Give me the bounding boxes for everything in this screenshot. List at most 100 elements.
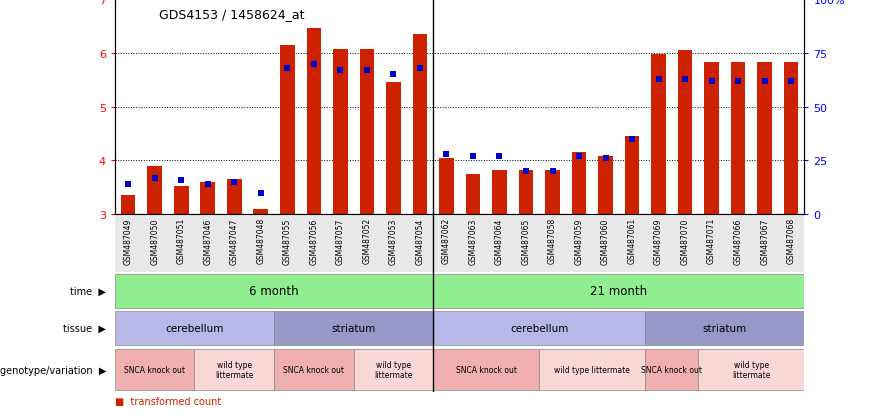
Text: 6 month: 6 month [249, 285, 299, 298]
Text: GSM487049: GSM487049 [124, 218, 133, 264]
Bar [360, 50, 374, 215]
Bar [598, 157, 613, 215]
Text: tissue  ▶: tissue ▶ [63, 323, 106, 333]
Bar [254, 209, 268, 215]
Text: GSM487057: GSM487057 [336, 218, 345, 264]
Text: GSM487062: GSM487062 [442, 218, 451, 264]
Bar [201, 183, 215, 215]
Point [201, 181, 215, 188]
Text: time  ▶: time ▶ [70, 286, 106, 296]
Bar [274, 311, 433, 345]
Bar [784, 63, 798, 215]
Bar [539, 349, 645, 391]
Bar [386, 83, 400, 215]
Point [652, 76, 666, 83]
Text: GSM487060: GSM487060 [601, 218, 610, 264]
Text: wild type
littermate: wild type littermate [215, 360, 254, 379]
Text: striatum: striatum [332, 323, 376, 333]
Bar [439, 159, 453, 215]
Text: SNCA knock out: SNCA knock out [455, 365, 517, 374]
Text: 21 month: 21 month [591, 285, 647, 298]
Bar [354, 349, 433, 391]
Bar [274, 349, 354, 391]
Text: GSM487051: GSM487051 [177, 218, 186, 264]
Text: GSM487071: GSM487071 [707, 218, 716, 264]
Text: GSM487065: GSM487065 [522, 218, 530, 264]
Bar [148, 166, 162, 215]
Point [731, 78, 745, 85]
Point [572, 154, 586, 160]
Text: GSM487063: GSM487063 [469, 218, 477, 264]
Point [625, 136, 639, 143]
Point [678, 76, 692, 83]
Bar [333, 50, 347, 215]
Text: GSM487067: GSM487067 [760, 218, 769, 264]
Text: ■  transformed count: ■ transformed count [115, 396, 221, 406]
Bar [121, 196, 135, 215]
Point [439, 151, 453, 158]
Bar [678, 51, 692, 215]
Text: striatum: striatum [703, 323, 747, 333]
Bar [652, 55, 666, 215]
Point [360, 68, 374, 74]
Bar [645, 349, 698, 391]
Point [705, 78, 719, 85]
Text: GSM487053: GSM487053 [389, 218, 398, 264]
Text: GSM487059: GSM487059 [575, 218, 583, 264]
Bar [307, 28, 321, 215]
Text: GSM487061: GSM487061 [628, 218, 636, 264]
Text: GSM487066: GSM487066 [734, 218, 743, 264]
Bar [115, 311, 274, 345]
Bar [227, 180, 241, 215]
Bar [433, 274, 804, 308]
Point [148, 175, 162, 182]
Text: wild type
littermate: wild type littermate [732, 360, 771, 379]
Bar [731, 63, 745, 215]
Point [758, 78, 772, 85]
Text: cerebellum: cerebellum [510, 323, 568, 333]
Point [307, 61, 321, 68]
Bar [625, 137, 639, 215]
Text: GSM487046: GSM487046 [203, 218, 212, 264]
Text: SNCA knock out: SNCA knock out [283, 365, 345, 374]
Bar [174, 187, 188, 215]
Bar [280, 46, 294, 215]
Text: genotype/variation  ▶: genotype/variation ▶ [0, 365, 106, 375]
Point [227, 179, 241, 186]
Point [545, 169, 560, 175]
Bar [645, 311, 804, 345]
Text: GSM487052: GSM487052 [362, 218, 371, 264]
Point [598, 156, 613, 162]
Bar [466, 174, 480, 215]
Text: GSM487048: GSM487048 [256, 218, 265, 264]
Text: GSM487058: GSM487058 [548, 218, 557, 264]
Text: GSM487047: GSM487047 [230, 218, 239, 264]
Text: GSM487050: GSM487050 [150, 218, 159, 264]
Point [492, 154, 507, 160]
Point [333, 68, 347, 74]
Point [413, 65, 427, 72]
Text: wild type littermate: wild type littermate [554, 365, 630, 374]
Text: GSM487068: GSM487068 [787, 218, 796, 264]
Bar [519, 171, 533, 215]
Point [466, 154, 480, 160]
Text: cerebellum: cerebellum [165, 323, 224, 333]
Bar [433, 349, 539, 391]
Text: SNCA knock out: SNCA knock out [641, 365, 703, 374]
Point [121, 181, 135, 188]
Point [254, 190, 268, 197]
Bar [698, 349, 804, 391]
Bar [433, 311, 645, 345]
Text: GDS4153 / 1458624_at: GDS4153 / 1458624_at [159, 8, 305, 21]
Point [174, 177, 188, 184]
Bar [758, 63, 772, 215]
Text: wild type
littermate: wild type littermate [374, 360, 413, 379]
Point [386, 72, 400, 78]
Bar [115, 349, 194, 391]
Bar [413, 35, 427, 215]
Text: GSM487054: GSM487054 [415, 218, 424, 264]
Text: GSM487055: GSM487055 [283, 218, 292, 264]
Bar [492, 171, 507, 215]
Bar [545, 171, 560, 215]
Point [280, 65, 294, 72]
